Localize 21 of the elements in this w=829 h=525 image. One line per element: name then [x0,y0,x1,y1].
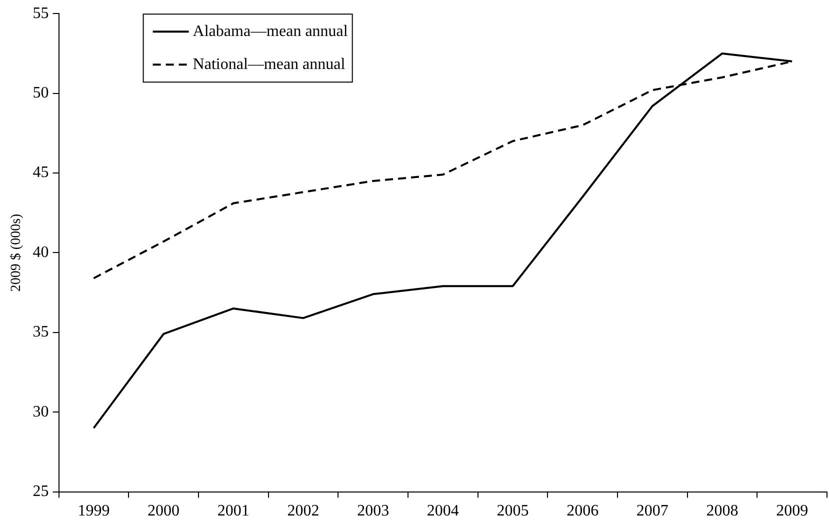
legend-label: National—mean annual [192,56,346,73]
y-tick-label: 25 [32,483,49,500]
x-tick-label: 2003 [357,502,390,520]
x-tick-label: 2006 [566,502,599,520]
y-tick-label: 30 [32,403,49,420]
y-tick-label: 40 [32,244,49,261]
x-tick-label: 2005 [496,502,529,520]
y-tick-label: 50 [32,84,49,102]
x-tick-label: 2000 [148,502,180,520]
x-tick-label: 2001 [217,502,250,520]
x-tick-label: 2009 [776,502,808,520]
y-tick-label: 35 [32,324,49,341]
x-tick-label: 2007 [636,502,668,520]
x-tick-label: 2004 [426,502,459,520]
x-tick-label: 2008 [706,502,738,520]
y-tick-label: 45 [32,164,49,182]
x-tick-label: 1999 [78,502,110,520]
y-axis-title: 2009 $ (000s) [9,213,24,292]
legend-label: Alabama—mean annual [192,22,348,40]
y-tick-label: 55 [32,4,49,22]
x-tick-label: 2002 [287,502,320,520]
